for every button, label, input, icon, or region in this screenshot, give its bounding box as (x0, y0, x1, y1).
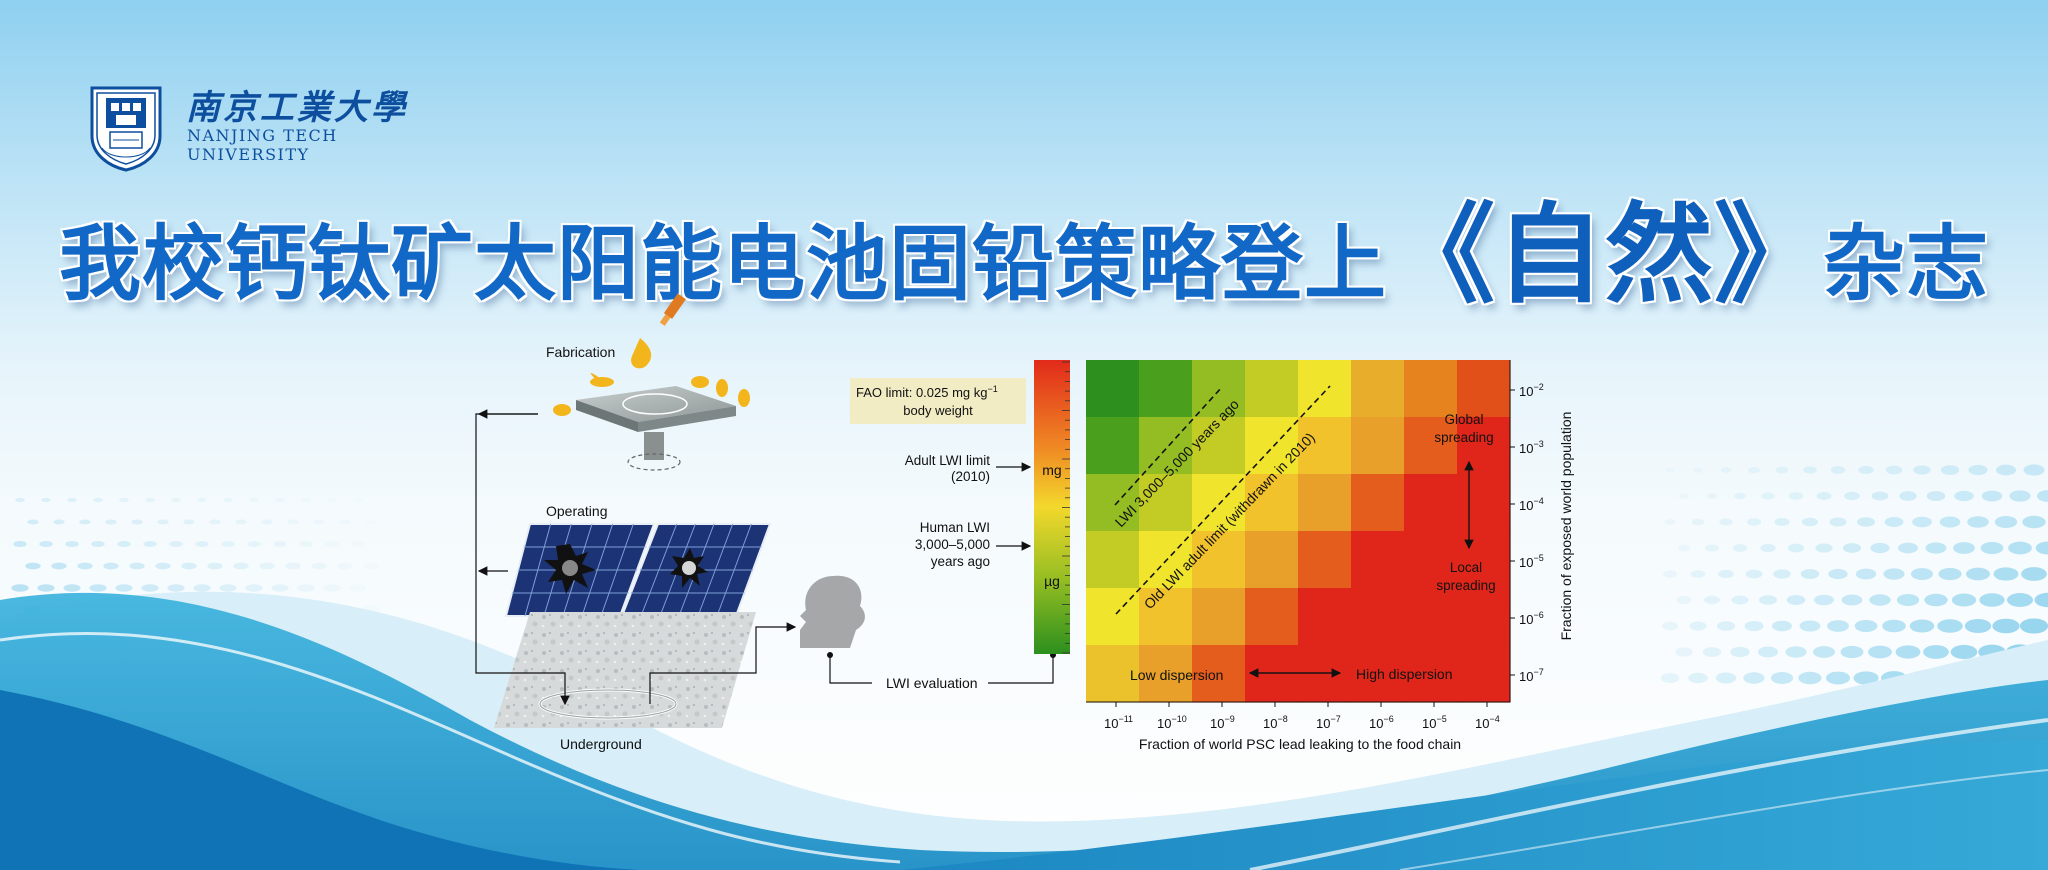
heatmap-cell (1404, 360, 1458, 418)
dose-scale-bar (1034, 360, 1070, 654)
heatmap-cell (1351, 474, 1405, 532)
heatmap-cell (1245, 588, 1299, 646)
underground-soil-illustration (494, 612, 756, 728)
heatmap-cell (1404, 531, 1458, 589)
heatmap-cell (1457, 360, 1511, 418)
lwi-evaluation-label: LWI evaluation (886, 675, 978, 691)
high-dispersion-label: High dispersion (1356, 666, 1453, 682)
stage-label-operating: Operating (546, 503, 607, 519)
heatmap-cell (1139, 474, 1193, 532)
person-head-icon (800, 575, 865, 648)
y-tick-label: 10−6 (1519, 610, 1544, 627)
scale-label-ug: µg (1044, 573, 1060, 589)
heatmap-cell (1457, 588, 1511, 646)
heatmap-x-axis-label: Fraction of world PSC lead leaking to th… (1139, 736, 1461, 752)
x-tick-label: 10−8 (1263, 714, 1288, 731)
heatmap-cell (1086, 360, 1140, 418)
heatmap-cell (1192, 645, 1246, 703)
low-dispersion-label: Low dispersion (1130, 667, 1223, 683)
y-tick-label: 10−7 (1519, 667, 1544, 684)
global-spreading-label-line1: Global (1444, 412, 1483, 427)
heatmap-cell (1086, 645, 1140, 703)
university-name-chinese: 南京工業大學 (186, 88, 408, 128)
heatmap-cell (1245, 474, 1299, 532)
heatmap-cell (1086, 417, 1140, 475)
heatmap-cell (1086, 531, 1140, 589)
global-spreading-label-line2: spreading (1434, 430, 1493, 445)
y-tick-label: 10−3 (1519, 439, 1544, 456)
human-lwi-label-line1: Human LWI (920, 520, 990, 535)
heatmap-cell (1404, 417, 1458, 475)
heatmap-cell (1351, 360, 1405, 418)
headline-part1: 我校钙钛矿太阳能电池固铅策略登上 (58, 217, 1387, 312)
x-tick-label: 10−4 (1475, 714, 1500, 731)
fao-limit-text: FAO limit: 0.025 mg kg−1 (856, 384, 998, 400)
heatmap-cell (1192, 474, 1246, 532)
heatmap-cell (1245, 360, 1299, 418)
x-tick-label: 10−11 (1104, 714, 1133, 731)
scale-label-mg: mg (1042, 462, 1061, 478)
heatmap-cell (1298, 417, 1352, 475)
heatmap-y-axis-label: Fraction of exposed world population (1558, 412, 1574, 641)
stage-label-underground: Underground (560, 736, 642, 752)
heatmap-cell (1351, 588, 1405, 646)
heatmap-cell (1139, 588, 1193, 646)
heatmap-cell (1139, 360, 1193, 418)
heatmap-cell (1192, 360, 1246, 418)
heatmap-cell (1139, 645, 1193, 703)
human-lwi-label-line2: 3,000–5,000 (915, 537, 990, 552)
x-tick-label: 10−5 (1422, 714, 1447, 731)
headline-journal: 《自然》 (1386, 193, 1823, 318)
heatmap-cell (1245, 531, 1299, 589)
heatmap-cell (1245, 645, 1299, 703)
adult-lwi-label-line2: (2010) (951, 469, 990, 484)
heatmap-cell (1457, 645, 1511, 703)
heatmap-cell (1298, 360, 1352, 418)
local-spreading-label-line2: spreading (1436, 578, 1495, 593)
fao-limit-box (850, 378, 1026, 424)
heatmap-cell (1351, 417, 1405, 475)
y-tick-label: 10−2 (1519, 382, 1544, 399)
heatmap-cell (1404, 474, 1458, 532)
heatmap-cell (1192, 588, 1246, 646)
heatmap-cell (1298, 474, 1352, 532)
flow-arrows (475, 409, 797, 706)
heatmap-axes: 10−11 10−10 10−9 10−8 10−7 10−6 10−5 10−4 10−2 10… (1086, 360, 1544, 731)
y-tick-label: 10−4 (1519, 496, 1544, 513)
fao-limit-text-line2: body weight (903, 403, 973, 418)
y-tick-label: 10−5 (1519, 553, 1544, 570)
x-tick-label: 10−6 (1369, 714, 1394, 731)
heatmap-cell (1139, 417, 1193, 475)
headline: 我校钙钛矿太阳能电池固铅策略登上《自然》杂志 (0, 196, 2048, 316)
heatmap-cell (1404, 588, 1458, 646)
heatmap-cell (1192, 417, 1246, 475)
fabrication-illustration (553, 293, 750, 471)
heatmap-cell (1245, 417, 1299, 475)
heatmap-cell (1298, 645, 1352, 703)
university-emblem-icon (90, 86, 162, 172)
university-name-english-line1: NANJING TECH (187, 126, 338, 145)
adult-lwi-label-line1: Adult LWI limit (905, 453, 991, 468)
risk-heatmap (1086, 360, 1511, 703)
university-name-english-line2: UNIVERSITY (187, 145, 310, 164)
heatmap-cell (1351, 531, 1405, 589)
heatmap-cell (1457, 474, 1511, 532)
x-tick-label: 10−10 (1157, 714, 1187, 731)
x-tick-label: 10−7 (1316, 714, 1341, 731)
local-spreading-label-line1: Local (1450, 560, 1482, 575)
headline-text: 我校钙钛矿太阳能电池固铅策略登上《自然》杂志 (0, 196, 2048, 325)
heatmap-cell (1298, 588, 1352, 646)
x-tick-label: 10−9 (1210, 714, 1235, 731)
headline-part2: 杂志 (1823, 217, 1990, 312)
heatmap-cell (1192, 531, 1246, 589)
heatmap-cell (1351, 645, 1405, 703)
heatmap-cell (1404, 645, 1458, 703)
stage-label-fabrication: Fabrication (546, 344, 615, 360)
heatmap-cell (1298, 531, 1352, 589)
human-lwi-label-line3: years ago (931, 554, 990, 569)
heatmap-cell (1086, 474, 1140, 532)
